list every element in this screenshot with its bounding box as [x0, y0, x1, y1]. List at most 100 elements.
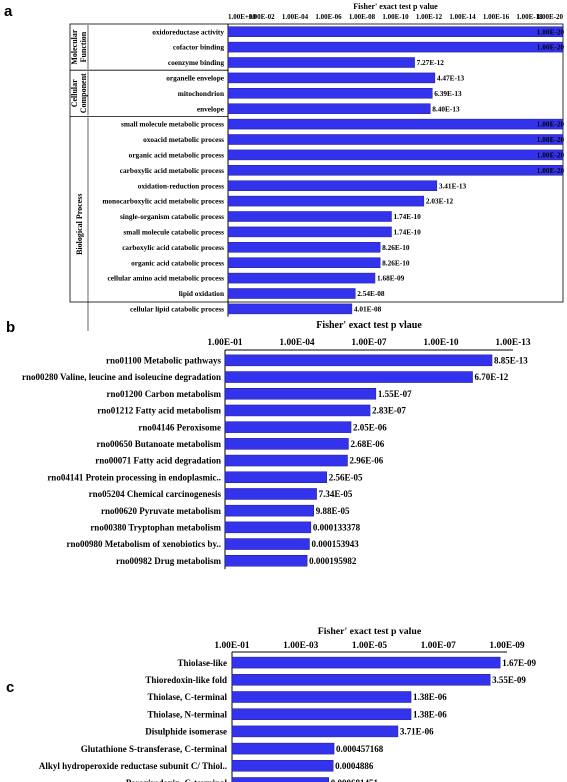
bar	[224, 521, 312, 534]
value-label: 0.000681451	[331, 778, 379, 782]
value-label: 8.40E-13	[432, 104, 460, 113]
value-label: 6.39E-13	[434, 89, 462, 98]
x-tick-label: 1.00E-06	[315, 13, 342, 21]
category-label: oxidation-reduction process	[138, 181, 224, 190]
category-label: Alkyl hydroperoxide reductase subunit C/…	[39, 761, 227, 771]
group-label: CellularComponent	[70, 73, 88, 113]
category-label: envelope	[197, 104, 225, 113]
value-label: 2.56E-05	[329, 472, 363, 482]
value-label: 1.55E-07	[378, 389, 412, 399]
bar	[227, 211, 392, 222]
category-label: cellular amino acid metabolic process	[108, 274, 225, 283]
bar	[227, 88, 433, 99]
value-label: 9.88E-05	[316, 506, 350, 516]
bar	[231, 777, 330, 782]
value-label: 4.47E-13	[437, 73, 465, 82]
bar	[227, 242, 381, 253]
value-label: 2.83E-07	[372, 406, 406, 416]
bar	[227, 195, 425, 207]
value-label: 8.85E-13	[494, 356, 528, 366]
value-label: 3.55E-09	[492, 675, 526, 685]
bar	[224, 404, 371, 417]
category-label: rno00980 Metabolism of xenobiotics by..	[67, 539, 222, 549]
value-label: 0.000133378	[313, 523, 361, 533]
panel-letter: c	[6, 679, 14, 696]
x-tick-label: 1.00E+00	[228, 13, 256, 21]
x-tick-label: 1.00E-03	[283, 641, 318, 651]
category-label: mitochondrion	[178, 89, 224, 98]
x-tick-label: 1.00E-18	[516, 13, 543, 21]
plot-frame	[69, 23, 564, 303]
value-label: 7.34E-05	[319, 489, 353, 499]
x-axis-title: Fisher' exact test p value	[318, 626, 422, 637]
value-label: 1.00E-20	[537, 150, 565, 159]
panel-letter: a	[4, 3, 13, 20]
value-label: 1.00E-20	[537, 43, 565, 52]
category-label: organic acid catabolic process	[131, 258, 224, 267]
category-label: oxidoreductase activity	[152, 27, 224, 36]
x-tick-label: 1.00E-04	[279, 338, 314, 348]
category-label: Disulphide isomerase	[145, 727, 227, 737]
category-label: rno00280 Valine, leucine and isoleucine …	[22, 372, 221, 382]
x-tick-label: 1.00E-01	[207, 338, 242, 348]
bar	[224, 488, 317, 500]
value-label: 2.54E-08	[357, 289, 385, 298]
bar	[227, 303, 353, 315]
group-label-line: Molecular	[70, 29, 79, 65]
bar	[224, 388, 377, 400]
panel-a-chart: a Fisher' exact test p value1.00E+001.00E…	[4, 2, 565, 331]
value-label: 0.000195982	[309, 556, 357, 566]
value-label: 1.00E-20	[537, 120, 565, 129]
value-label: 1.00E-20	[537, 166, 565, 175]
value-label: 2.96E-06	[349, 456, 383, 466]
x-axis-title: Fisher' exact test p vlaue	[316, 320, 422, 331]
value-label: 0.0004886	[335, 761, 374, 771]
bar	[224, 438, 349, 450]
x-tick-label: 1.00E-16	[483, 13, 510, 21]
x-tick-label: 1.00E-07	[351, 338, 386, 348]
group-label-line: Cellular	[70, 79, 79, 107]
x-tick-label: 1.00E-05	[352, 641, 387, 651]
value-label: 1.68E-09	[377, 274, 405, 283]
x-tick-label: 1.00E-02	[248, 13, 275, 21]
category-label: rno05204 Chemical carcinogenesis	[89, 489, 222, 499]
x-tick-label: 1.00E-12	[416, 13, 443, 21]
value-label: 1.74E-10	[393, 227, 421, 236]
bar	[231, 725, 399, 738]
value-label: 3.41E-13	[439, 181, 467, 190]
category-label: carboxylic acid metabolic process	[120, 166, 224, 175]
bar	[224, 538, 310, 550]
x-tick-label: 1.00E-01	[214, 641, 249, 651]
category-label: small molecule metabolic process	[121, 120, 224, 129]
group-label-line: Biological Process	[75, 193, 84, 254]
bar	[227, 72, 436, 84]
category-label: Thiolase-like	[177, 658, 227, 668]
bar	[224, 371, 473, 383]
bar	[224, 555, 308, 567]
x-tick-label: 1.00E-04	[282, 13, 309, 21]
category-label: Thiolase, C-terminal	[148, 692, 228, 702]
category-label: oxoacid metabolic process	[143, 135, 224, 144]
x-tick-label: 1.00E-07	[421, 641, 456, 651]
category-label: rno01212 Fatty acid metabolism	[97, 406, 221, 416]
bar	[231, 674, 491, 686]
bar	[224, 354, 493, 367]
bar	[231, 742, 335, 755]
panel-letter: b	[6, 319, 15, 336]
category-label: coenzyme binding	[168, 58, 224, 67]
bar	[231, 708, 412, 720]
group-label-line: Component	[79, 73, 88, 113]
category-label: rno00650 Butanoate metabolism	[97, 439, 222, 449]
panel-b-chart: b Fisher' exact test p vlaue 1.00E-01 1.00E…	[6, 319, 531, 570]
x-tick-label: 1.00E-20	[537, 13, 564, 21]
bar	[224, 471, 327, 483]
x-tick-label: 1.00E-13	[495, 338, 530, 348]
x-tick-label: 1.00E-14	[449, 13, 476, 21]
value-label: 1.00E-20	[537, 135, 565, 144]
value-label: 1.67E-09	[502, 658, 536, 668]
category-label: Thiolase, N-terminal	[148, 709, 228, 719]
value-label: 3.71E-06	[400, 727, 434, 737]
bar	[227, 180, 438, 191]
value-label: 4.01E-08	[354, 304, 382, 313]
group-label: MolecularFunction	[70, 29, 88, 65]
